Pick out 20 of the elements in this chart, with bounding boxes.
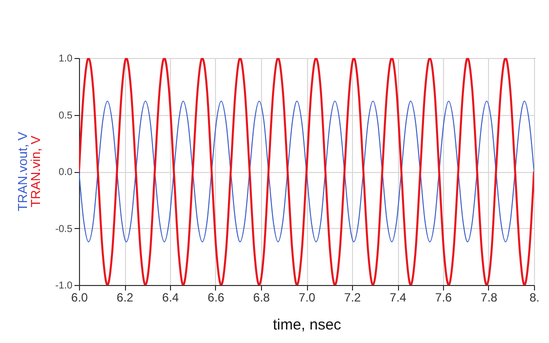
y-tick-label: 1.0 (58, 54, 73, 64)
x-tick-label: 6.8 (253, 290, 270, 304)
x-tick-label: 6.6 (208, 290, 225, 304)
x-tick-label: 7.4 (390, 290, 407, 304)
x-tick-label: 7.0 (298, 290, 316, 304)
y-tick-label: -1.0 (55, 280, 73, 292)
x-tick-label: 7.8 (480, 290, 498, 304)
y-tick-label: -0.5 (55, 224, 73, 235)
text: TRAN.vout, V (15, 131, 30, 212)
y-tick-label: 0.5 (58, 110, 73, 122)
text: TRAN.vin, V (28, 135, 43, 208)
y-tick-label: 0.0 (58, 167, 73, 178)
x-tick-label: 8. (529, 290, 540, 304)
x-tick-label: 6.4 (162, 290, 180, 304)
x-tick-label: 7.2 (344, 290, 362, 304)
x-tick-label: 6.0 (71, 290, 88, 304)
x-tick-label: 7.6 (435, 290, 452, 304)
x-tick-label: 6.2 (116, 290, 134, 304)
x-axis-title: time, nsec (272, 316, 342, 334)
line-series (79, 100, 534, 242)
